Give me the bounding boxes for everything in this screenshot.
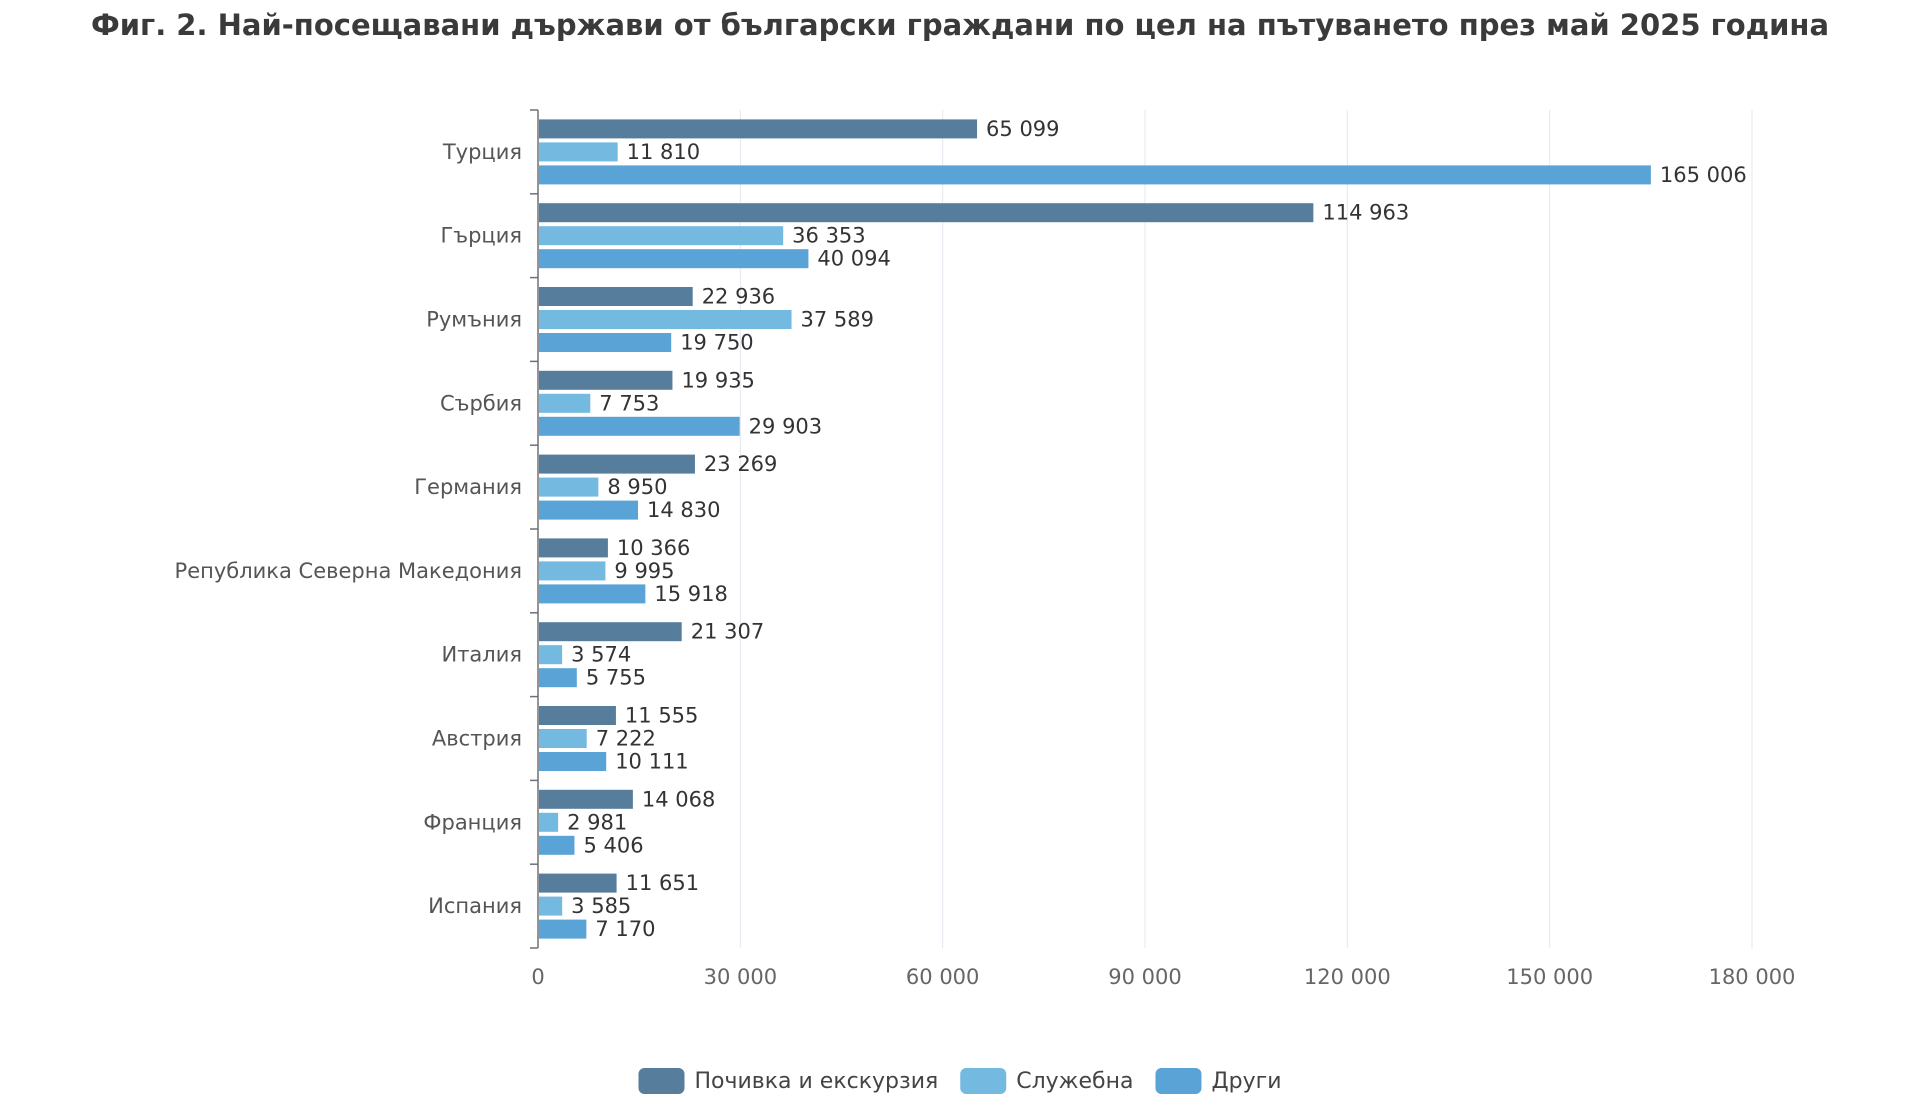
data-label: 3 585 bbox=[571, 894, 631, 918]
bar-1[interactable] bbox=[539, 622, 682, 642]
data-label: 8 950 bbox=[607, 475, 667, 499]
bar-3[interactable] bbox=[539, 416, 740, 436]
chart-title: Фиг. 2. Най-посещавани държави от българ… bbox=[90, 8, 1830, 42]
data-label: 5 755 bbox=[586, 666, 646, 690]
bar-3[interactable] bbox=[539, 919, 587, 939]
legend-item-3[interactable]: Други bbox=[1155, 1068, 1282, 1094]
x-tick-label: 120 000 bbox=[1304, 965, 1391, 989]
bar-1[interactable] bbox=[539, 119, 978, 139]
bar-1[interactable] bbox=[539, 789, 633, 809]
category-label: Германия bbox=[414, 475, 522, 499]
data-label: 29 903 bbox=[749, 414, 822, 438]
bar-1[interactable] bbox=[539, 203, 1314, 223]
bar-1[interactable] bbox=[539, 706, 616, 725]
data-label: 36 353 bbox=[792, 224, 865, 248]
data-label: 23 269 bbox=[704, 452, 777, 476]
bar-3[interactable] bbox=[539, 584, 646, 604]
bar-2[interactable] bbox=[539, 812, 559, 832]
data-label: 10 366 bbox=[617, 536, 690, 560]
category-label: Гърция bbox=[440, 224, 522, 248]
category-label: Испания bbox=[428, 894, 522, 918]
category-label: Република Северна Македония bbox=[175, 559, 522, 583]
category-label: Франция bbox=[423, 810, 522, 834]
bar-3[interactable] bbox=[539, 333, 672, 352]
label-layer: 65 099 114 963 22 936 19 935 23 269 10 366 21 … bbox=[567, 117, 1747, 941]
legend-swatch bbox=[960, 1068, 1007, 1094]
bar-2[interactable] bbox=[539, 729, 587, 748]
legend-swatch bbox=[638, 1068, 685, 1094]
bar-2[interactable] bbox=[539, 477, 599, 497]
x-tick-label: 0 bbox=[531, 965, 544, 989]
category-label: Италия bbox=[441, 643, 522, 667]
data-label: 11 555 bbox=[625, 704, 698, 728]
data-label: 11 651 bbox=[626, 871, 699, 895]
data-label: 15 918 bbox=[654, 582, 727, 606]
bar-1[interactable] bbox=[539, 370, 673, 390]
x-tick-label: 150 000 bbox=[1506, 965, 1593, 989]
data-label: 14 830 bbox=[647, 498, 720, 522]
data-label: 37 589 bbox=[801, 308, 874, 332]
axis-layer: 0 30 000 60 000 90 000 120 000 150 000 180 000… bbox=[175, 109, 1796, 989]
grid-layer bbox=[739, 110, 1753, 948]
data-label: 10 111 bbox=[615, 750, 688, 774]
x-tick-label: 180 000 bbox=[1709, 965, 1796, 989]
data-label: 14 068 bbox=[642, 787, 715, 811]
bar-2[interactable] bbox=[539, 226, 784, 246]
bar-2[interactable] bbox=[539, 142, 618, 162]
bar-3[interactable] bbox=[539, 500, 639, 520]
data-label: 7 222 bbox=[596, 727, 656, 751]
bar-2[interactable] bbox=[539, 393, 591, 413]
data-label: 19 935 bbox=[681, 368, 754, 392]
legend-swatch bbox=[1155, 1068, 1202, 1094]
data-label: 9 995 bbox=[614, 559, 674, 583]
data-label: 22 936 bbox=[702, 285, 775, 309]
data-label: 165 006 bbox=[1660, 163, 1747, 187]
legend-label: Други bbox=[1211, 1069, 1281, 1094]
bar-layer bbox=[539, 119, 1651, 939]
data-label: 5 406 bbox=[583, 833, 643, 857]
bar-3[interactable] bbox=[539, 249, 809, 269]
bar-2[interactable] bbox=[539, 561, 606, 581]
bar-3[interactable] bbox=[539, 752, 607, 771]
data-label: 7 753 bbox=[599, 391, 659, 415]
category-label: Румъния bbox=[426, 308, 522, 332]
legend-label: Почивка и екскурзия bbox=[694, 1069, 938, 1094]
legend-label: Служебна bbox=[1016, 1069, 1133, 1094]
category-label: Сърбия bbox=[440, 391, 522, 415]
bar-1[interactable] bbox=[539, 538, 608, 558]
bar-1[interactable] bbox=[539, 287, 693, 306]
data-label: 65 099 bbox=[986, 117, 1059, 141]
data-label: 11 810 bbox=[627, 140, 700, 164]
x-tick-label: 90 000 bbox=[1108, 965, 1181, 989]
data-label: 40 094 bbox=[817, 247, 890, 271]
legend-item-2[interactable]: Служебна bbox=[960, 1068, 1133, 1094]
data-label: 2 981 bbox=[567, 810, 627, 834]
x-tick-label: 30 000 bbox=[704, 965, 777, 989]
data-label: 21 307 bbox=[691, 620, 764, 644]
x-tick-label: 60 000 bbox=[906, 965, 979, 989]
bar-3[interactable] bbox=[539, 165, 1651, 185]
data-label: 3 574 bbox=[571, 643, 631, 667]
bar-1[interactable] bbox=[539, 454, 695, 474]
bar-2[interactable] bbox=[539, 310, 792, 329]
legend: Почивка и екскурзия Служебна Други bbox=[638, 1068, 1282, 1094]
bar-3[interactable] bbox=[539, 668, 577, 688]
data-label: 19 750 bbox=[680, 331, 753, 355]
category-label: Турция bbox=[442, 140, 522, 164]
category-label: Австрия bbox=[432, 727, 522, 751]
bar-1[interactable] bbox=[539, 873, 617, 893]
bar-2[interactable] bbox=[539, 645, 563, 665]
bar-2[interactable] bbox=[539, 896, 563, 916]
data-label: 114 963 bbox=[1322, 201, 1409, 225]
bar-3[interactable] bbox=[539, 835, 575, 855]
data-label: 7 170 bbox=[595, 917, 655, 941]
legend-item-1[interactable]: Почивка и екскурзия bbox=[638, 1068, 938, 1094]
